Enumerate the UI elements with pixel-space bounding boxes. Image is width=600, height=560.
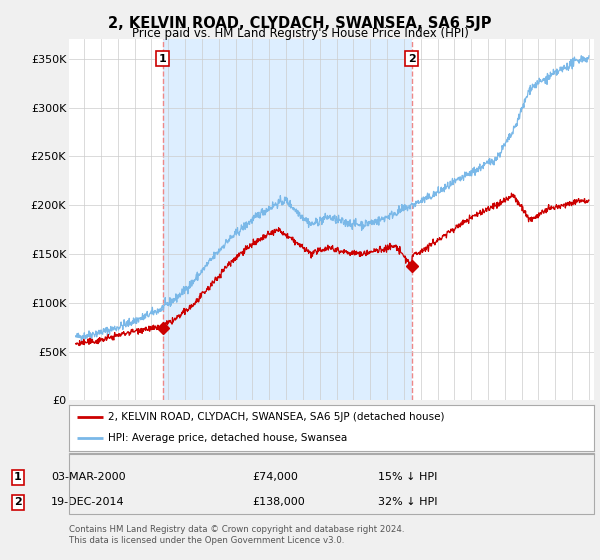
Text: 19-DEC-2014: 19-DEC-2014: [51, 497, 125, 507]
Text: 1: 1: [159, 54, 167, 64]
Text: Price paid vs. HM Land Registry's House Price Index (HPI): Price paid vs. HM Land Registry's House …: [131, 27, 469, 40]
Text: 2, KELVIN ROAD, CLYDACH, SWANSEA, SA6 5JP: 2, KELVIN ROAD, CLYDACH, SWANSEA, SA6 5J…: [108, 16, 492, 31]
Text: 2: 2: [408, 54, 415, 64]
Text: 2, KELVIN ROAD, CLYDACH, SWANSEA, SA6 5JP (detached house): 2, KELVIN ROAD, CLYDACH, SWANSEA, SA6 5J…: [109, 412, 445, 422]
Text: Contains HM Land Registry data © Crown copyright and database right 2024.
This d: Contains HM Land Registry data © Crown c…: [69, 525, 404, 545]
Bar: [163, 39, 412, 400]
Text: 15% ↓ HPI: 15% ↓ HPI: [378, 472, 437, 482]
Text: 32% ↓ HPI: 32% ↓ HPI: [378, 497, 437, 507]
Text: 1: 1: [14, 472, 22, 482]
Text: £138,000: £138,000: [252, 497, 305, 507]
Text: HPI: Average price, detached house, Swansea: HPI: Average price, detached house, Swan…: [109, 433, 347, 444]
Text: 03-MAR-2000: 03-MAR-2000: [51, 472, 125, 482]
Text: 2: 2: [14, 497, 22, 507]
Text: £74,000: £74,000: [252, 472, 298, 482]
